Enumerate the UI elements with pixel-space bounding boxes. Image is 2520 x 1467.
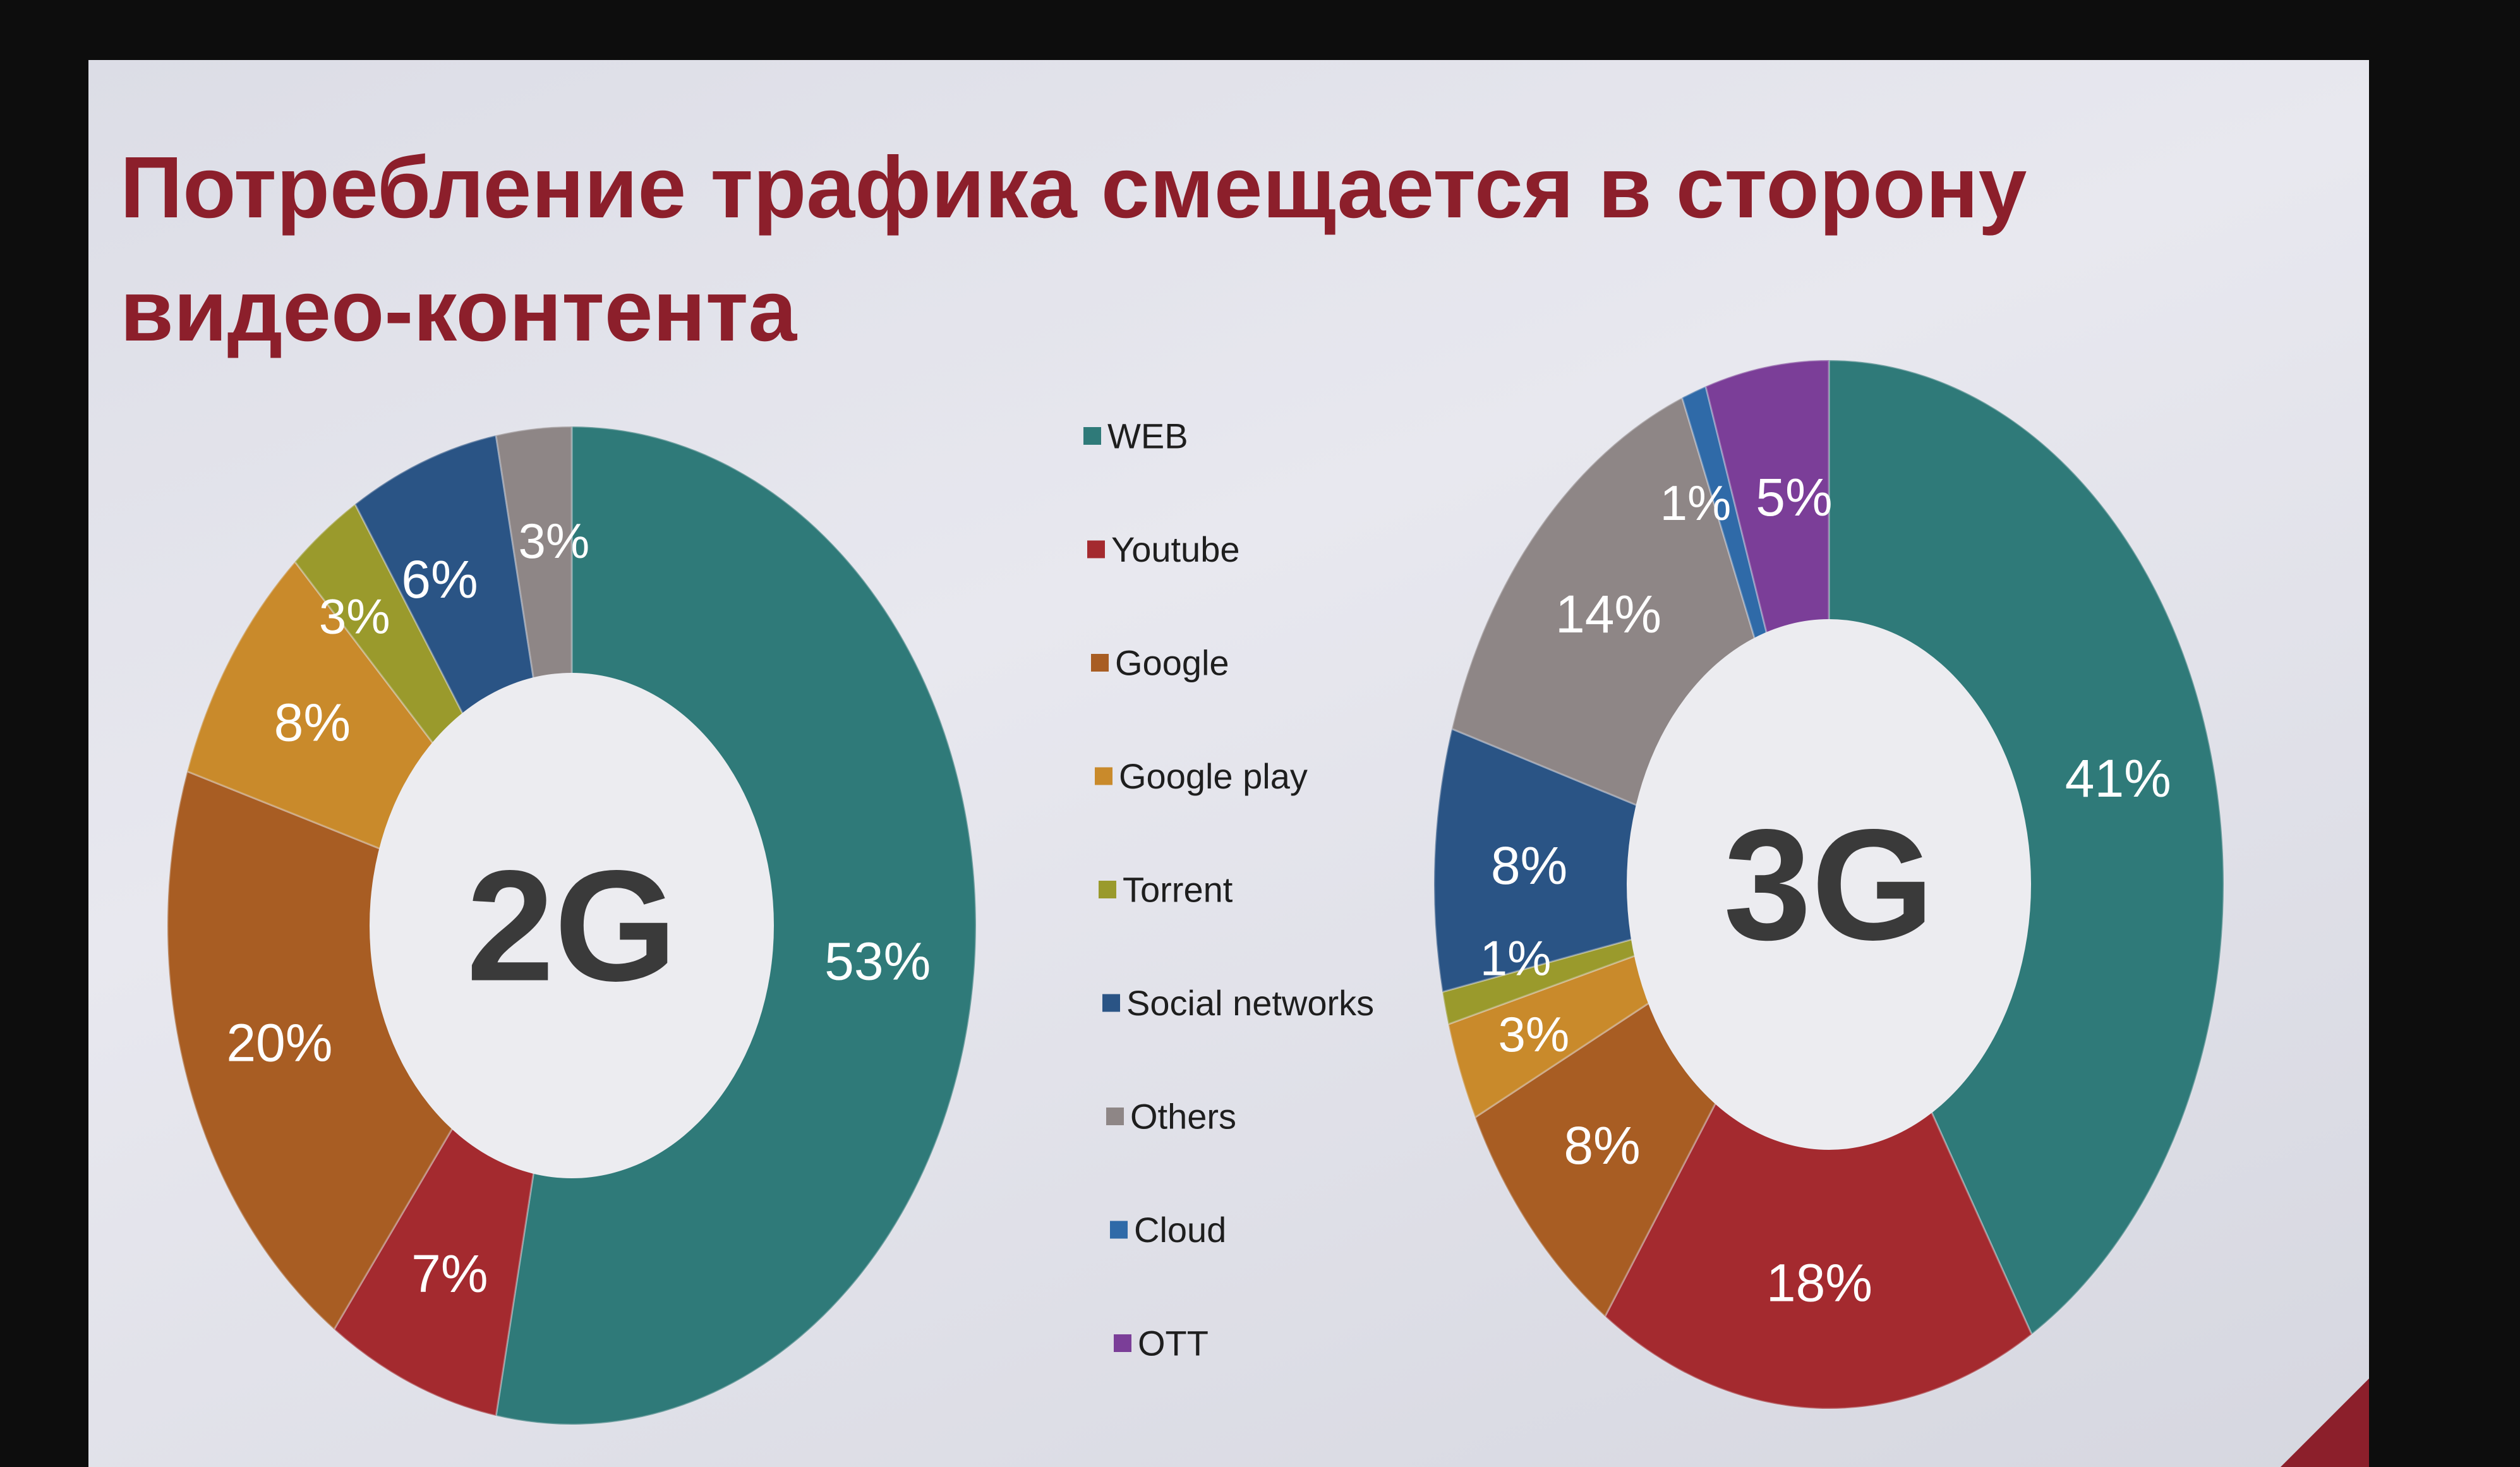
legend-label-ott: OTT [1138, 1324, 1209, 1363]
legend-swatch-torrent [1099, 881, 1116, 898]
data-label-2g-torrent: 3% [319, 589, 390, 644]
data-label-2g-google-play: 8% [274, 692, 351, 752]
center-label-2g: 2G [466, 838, 677, 1014]
data-label-3g-web: 41% [2065, 749, 2171, 808]
legend-label-web: WEB [1107, 416, 1188, 456]
legend-label-google-play: Google play [1119, 756, 1308, 796]
legend-label-google: Google [1115, 643, 1229, 683]
data-label-2g-others: 3% [518, 513, 589, 569]
legend-label-social-networks: Social networks [1126, 983, 1374, 1023]
legend-swatch-web [1083, 427, 1101, 445]
data-label-3g-social-networks: 8% [1491, 836, 1567, 895]
data-label-2g-social-networks: 6% [401, 550, 478, 609]
legend-swatch-social-networks [1102, 994, 1120, 1012]
donut-chart-2g: 2G 53%7%20%8%3%6%3% [166, 425, 977, 1426]
donut-chart-3g: 3G 41% 18% 8% 3% 1% 8% 14% 1% 5% [1433, 359, 2225, 1410]
slide-corner-accent [2281, 1379, 2369, 1467]
data-label-2g-youtube: 7% [411, 1244, 488, 1303]
data-label-3g-torrent: 1% [1480, 931, 1552, 986]
data-label-3g-ott: 5% [1756, 468, 1832, 527]
donut-hole-2g [370, 673, 774, 1178]
donut-hole-3g [1627, 619, 2031, 1150]
data-label-3g-cloud: 1% [1660, 475, 1732, 531]
legend-label-torrent: Torrent [1123, 870, 1233, 910]
data-label-2g-google: 20% [226, 1013, 332, 1073]
legend-swatch-youtube [1087, 540, 1105, 558]
legend-swatch-google [1091, 654, 1109, 672]
center-label-3g: 3G [1723, 797, 1934, 973]
data-label-3g-google-play: 3% [1498, 1006, 1570, 1062]
data-label-3g-others: 14% [1555, 584, 1661, 644]
legend-swatch-google-play [1095, 767, 1112, 785]
legend-swatch-cloud [1110, 1221, 1128, 1239]
data-label-2g-web: 53% [824, 932, 931, 991]
legend-label-cloud: Cloud [1134, 1210, 1226, 1250]
legend-swatch-others [1106, 1108, 1124, 1125]
data-label-3g-youtube: 18% [1766, 1253, 1872, 1312]
data-label-3g-google: 8% [1564, 1116, 1640, 1175]
legend-label-others: Others [1130, 1097, 1236, 1137]
legend-label-youtube: Youtube [1111, 529, 1240, 569]
legend-swatch-ott [1114, 1334, 1131, 1352]
slide-title: Потребление трафика смещается в сторону … [120, 139, 2027, 359]
legend: WEB Youtube Google Google play Torrent Social… [1083, 416, 1374, 1363]
